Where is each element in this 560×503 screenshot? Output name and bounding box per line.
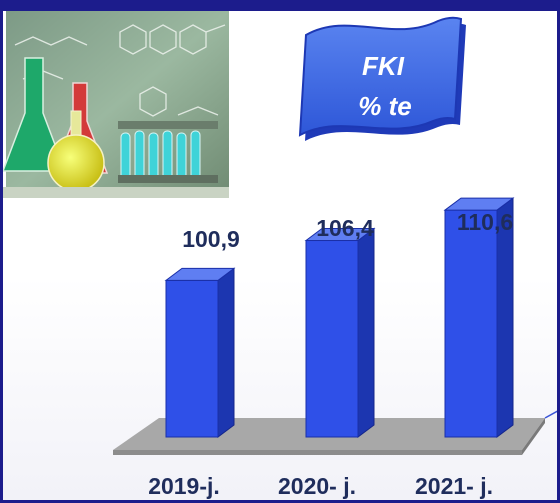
yellow-flask-icon — [47, 134, 105, 192]
top-border-band — [3, 3, 557, 11]
bar-2019-top — [164, 267, 236, 281]
bar-2019-side — [217, 267, 235, 438]
chemistry-lab-image — [3, 11, 229, 198]
bar-2020-top — [304, 228, 376, 242]
value-label-2019: 100,9 — [182, 226, 240, 252]
bar-chart: FKI % te 100,9 106,4 110,6 2019-j. 2020-… — [3, 11, 557, 499]
fki-banner: FKI % te — [298, 16, 466, 141]
bar-2020 — [304, 227, 376, 438]
bar-2021-top — [443, 197, 515, 211]
category-label-2019: 2019-j. — [148, 473, 220, 499]
bar-2019-front — [165, 279, 219, 438]
value-label-2021: 110,6 — [457, 209, 513, 235]
bar-2019 — [164, 267, 236, 438]
value-label-2020: 106,4 — [316, 215, 374, 241]
test-tubes-icon — [118, 121, 218, 183]
bar-2020-front — [305, 240, 359, 438]
bar-2021 — [443, 197, 515, 438]
category-label-2020: 2020- j. — [278, 473, 356, 499]
bar-2021-front — [444, 209, 498, 438]
category-label-2021: 2021- j. — [415, 473, 493, 499]
banner-line-1: FKI — [362, 51, 405, 81]
bar-2020-side — [357, 227, 375, 438]
bars-group — [164, 197, 515, 438]
banner-line-2: % te — [358, 91, 411, 121]
